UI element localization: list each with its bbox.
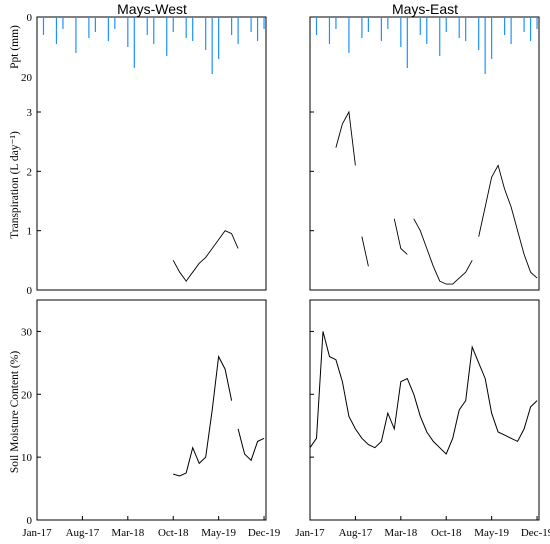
ylabel-soil-moisture: Soil Moisture Content (%) (9, 351, 21, 474)
sm-east-xtick-label: Mar-18 (384, 527, 417, 539)
sm-west-ytick-label: 0 (27, 515, 33, 527)
sm-east-xtick-label: May-19 (474, 527, 509, 539)
sm-west-xtick-label: Aug-17 (66, 527, 100, 539)
panel-top-west: 0 20 0 1 2 3 (21, 12, 267, 297)
sm-west-xtick-label: Mar-18 (111, 527, 144, 539)
sm-west-series-0 (173, 354, 233, 477)
trans-east-series-2 (393, 218, 408, 255)
sm-east-xtick-label: Oct-18 (431, 527, 462, 539)
trans-east-series-0 (335, 110, 356, 166)
sm-west-xtick-label: Jan-17 (22, 527, 52, 539)
panel-top-east (309, 16, 540, 291)
sm-west-xtick-label: Dec-19 (248, 527, 281, 539)
sm-east-series-0 (309, 331, 538, 455)
ppt-west-ytick-label: 0 (27, 12, 33, 24)
sm-east-xtick-label: Dec-19 (521, 527, 550, 539)
panel-title-west: Mays-West (117, 1, 187, 17)
bot-west-frame (36, 299, 267, 521)
panel-bottom-west: 0 10 20 30 Jan-17 Aug-17 Mar-18 Oct-18 May-19 Dec… (21, 299, 281, 539)
sm-west-xtick-label: Oct-18 (158, 527, 189, 539)
trans-east-series-3 (413, 218, 473, 285)
ylabel-transpiration: Transpiration (L day⁻¹) (9, 131, 21, 239)
panel-title-east: Mays-East (392, 1, 458, 17)
trans-west-ytick-label: 3 (27, 107, 33, 119)
ylabel-ppt: Ppt (mm) (9, 25, 21, 69)
trans-east-series-4 (478, 164, 538, 279)
bot-east-frame (309, 299, 540, 521)
sm-west-series-1 (237, 428, 265, 462)
trans-east-series-1 (361, 236, 369, 267)
sm-west-xtick-label: May-19 (201, 527, 236, 539)
sm-west-ytick-label: 20 (21, 389, 33, 401)
trans-west-ytick-label: 0 (27, 285, 33, 297)
panel-bottom-east: Jan-17 Aug-17 Mar-18 Oct-18 May-19 Dec-19 (295, 299, 550, 539)
sm-west-ytick-label: 10 (21, 452, 33, 464)
trans-west-series-0 (172, 230, 239, 282)
trans-west-ytick-label: 2 (27, 166, 33, 178)
trans-west-ytick-label: 1 (27, 226, 33, 238)
top-east-frame (309, 16, 540, 291)
top-west-frame (36, 16, 267, 291)
sm-east-xtick-label: Jan-17 (295, 527, 325, 539)
sm-east-xtick-label: Aug-17 (339, 527, 373, 539)
sm-west-ytick-label: 30 (21, 326, 33, 338)
ppt-west-ytick-label: 20 (21, 72, 33, 84)
